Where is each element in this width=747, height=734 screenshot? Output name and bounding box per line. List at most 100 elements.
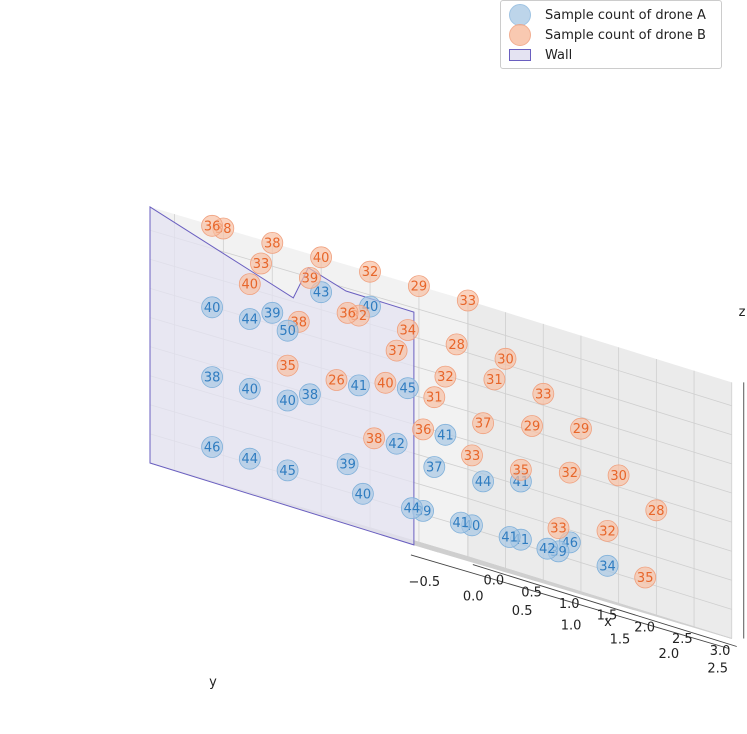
x-tick-label: 3.0: [710, 644, 731, 659]
point-drone-b: [276, 354, 299, 377]
point-label-drone-a: 41: [351, 379, 368, 394]
point-label-drone-a: 38: [204, 371, 221, 386]
point-drone-a: [261, 301, 284, 324]
point-drone-a: [396, 377, 419, 400]
point-drone-b: [250, 252, 272, 275]
point-drone-a: [498, 526, 521, 548]
point-drone-b: [645, 499, 668, 522]
point-label-drone-b: 32: [437, 370, 454, 385]
point-label-drone-b: 39: [302, 271, 319, 286]
point-drone-b: [325, 369, 348, 391]
point-label-drone-b: 30: [497, 352, 514, 367]
x-axis-label: x: [604, 615, 612, 630]
point-drone-a: [276, 389, 299, 412]
point-drone-a: [336, 453, 359, 476]
point-label-drone-b: 28: [448, 338, 465, 353]
point-label-drone-a: 38: [302, 388, 319, 403]
point-label-drone-b: 29: [524, 420, 541, 435]
point-label-drone-a: 43: [313, 286, 330, 301]
point-label-drone-b: 33: [535, 387, 552, 402]
y-tick-label: 1.5: [610, 633, 631, 648]
grid-line: [467, 498, 732, 581]
y-tick-label: 0.0: [463, 590, 484, 605]
point-drone-a: [385, 432, 408, 455]
point-drone-b: [434, 365, 457, 388]
point-drone-a: [298, 383, 321, 406]
point-label-drone-a: 39: [339, 458, 356, 473]
point-drone-b: [374, 371, 397, 394]
point-label-drone-a: 40: [355, 487, 372, 502]
point-label-drone-b: 37: [388, 344, 405, 359]
point-drone-a: [449, 511, 472, 534]
point-label-drone-a: 50: [279, 324, 296, 339]
point-drone-b: [336, 301, 359, 324]
point-label-drone-b: 29: [411, 280, 428, 295]
point-drone-a: [351, 482, 374, 505]
legend-label-wall: Wall: [545, 47, 573, 63]
point-drone-b: [363, 427, 386, 450]
point-drone-b: [423, 386, 446, 409]
point-drone-a: [238, 447, 261, 470]
point-label-drone-b: 37: [475, 417, 492, 432]
point-drone-a: [201, 296, 224, 319]
point-label-drone-b: 28: [648, 504, 665, 519]
point-drone-b: [456, 289, 479, 312]
point-drone-b: [472, 412, 495, 435]
point-label-drone-b: 32: [362, 265, 379, 280]
point-drone-a: [276, 319, 299, 342]
y-tick-label: −0.5: [409, 575, 441, 590]
point-drone-b: [607, 464, 630, 487]
point-drone-a: [201, 436, 224, 458]
point-label-drone-a: 45: [400, 382, 417, 397]
legend-label-drone-b: Sample count of drone B: [545, 27, 706, 43]
point-label-drone-b: 33: [464, 449, 481, 464]
point-label-drone-a: 40: [242, 382, 259, 397]
point-drone-a: [201, 366, 224, 389]
point-drone-a: [423, 456, 446, 478]
x-tick-label: 0.0: [484, 574, 505, 589]
point-drone-b: [359, 260, 381, 283]
legend: Sample count of drone A Sample count of …: [500, 0, 722, 69]
tick-labels: 0.00.51.01.52.02.53.03.5−0.50.00.51.01.5…: [409, 574, 731, 677]
point-drone-a: [536, 537, 559, 560]
axis-lines: [410, 382, 745, 649]
point-drone-b: [238, 273, 261, 296]
point-label-drone-a: 44: [242, 313, 259, 328]
point-label-drone-b: 33: [460, 294, 477, 309]
point-drone-b: [510, 458, 532, 481]
point-drone-a: [238, 308, 261, 330]
legend-marker-drone-a: [509, 4, 531, 26]
point-label-drone-b: 34: [400, 324, 417, 339]
point-label-drone-a: 37: [426, 461, 443, 476]
point-label-drone-b: 35: [637, 571, 654, 586]
point-label-drone-a: 44: [475, 475, 492, 490]
point-drone-a: [238, 377, 261, 400]
point-drone-b: [407, 275, 430, 298]
point-label-drone-a: 42: [388, 437, 405, 452]
x-tick-label: 0.5: [521, 585, 542, 600]
point-label-drone-b: 26: [328, 374, 345, 389]
x-tick-label: 2.0: [634, 620, 655, 635]
grid-line: [467, 410, 732, 494]
point-label-drone-a: 44: [242, 452, 259, 467]
point-label-drone-a: 41: [501, 531, 518, 546]
point-drone-b: [634, 566, 657, 589]
grid-line: [467, 439, 732, 523]
grid-line: [467, 381, 732, 465]
point-label-drone-b: 32: [599, 524, 616, 539]
point-drone-b: [396, 319, 419, 341]
point-drone-b: [570, 417, 592, 440]
point-drone-b: [483, 368, 506, 391]
point-label-drone-a: 40: [279, 394, 296, 409]
y-tick-label: 0.5: [512, 604, 533, 619]
z-axis-label: z: [739, 305, 746, 320]
x-tick-label: 1.5: [597, 609, 618, 624]
point-label-drone-b: 40: [242, 278, 259, 293]
point-label-drone-a: 45: [279, 464, 296, 479]
grid-line: [467, 323, 732, 407]
point-label-drone-a: 41: [437, 428, 454, 443]
x-tick-label: 1.0: [559, 597, 580, 612]
point-label-drone-b: 35: [279, 359, 296, 374]
point-label-drone-b: 33: [550, 522, 567, 537]
